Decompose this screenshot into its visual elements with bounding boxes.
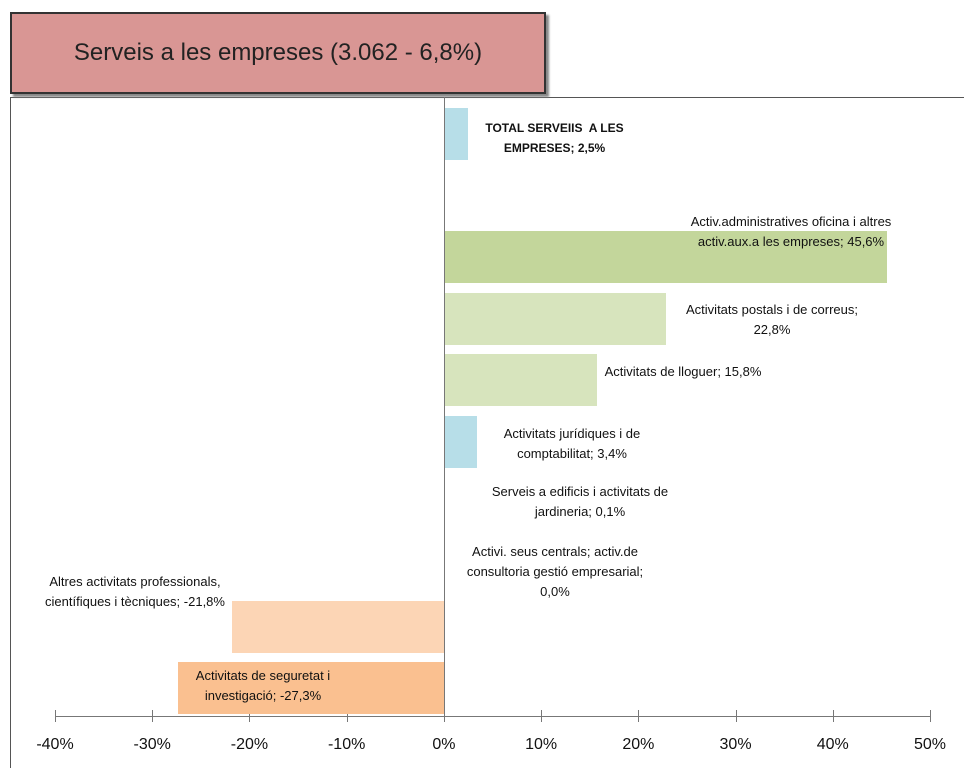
- tick-mark: [249, 710, 251, 722]
- data-label: Activitats de lloguer; 15,8%: [604, 364, 762, 379]
- tick-mark: [930, 710, 931, 722]
- bar: [231, 600, 444, 653]
- data-label: Activitats de seguretat i investigació; …: [195, 668, 334, 703]
- x-tick-label: -30%: [133, 736, 171, 753]
- bar: [443, 416, 477, 468]
- data-label: Serveis a edificis i activitats de jardi…: [491, 484, 672, 519]
- x-tick-label: -10%: [327, 736, 366, 753]
- x-tick-label: 10%: [525, 736, 558, 753]
- data-label: Activitats jurídiques i de comptabilitat…: [503, 426, 644, 461]
- plot-frame: [10, 97, 964, 768]
- tick-mark: [152, 710, 154, 722]
- data-label: Altres activitats professionals, científ…: [45, 574, 225, 609]
- tick-mark: [346, 710, 348, 722]
- data-label: Activitats postals i de correus; 22,8%: [686, 302, 862, 337]
- bar: [443, 108, 469, 160]
- x-tick-label: 30%: [719, 736, 752, 753]
- tick-mark: [541, 710, 543, 722]
- x-tick-label: 20%: [622, 736, 655, 753]
- bar: [178, 662, 444, 715]
- bar: [443, 292, 666, 345]
- tick-mark: [735, 710, 737, 722]
- bar: [443, 354, 598, 407]
- x-tick-label: -40%: [36, 736, 74, 753]
- tick-mark: [443, 710, 445, 722]
- tick-mark: [55, 710, 56, 722]
- x-axis: [55, 716, 930, 717]
- chart-title: Serveis a les empreses (3.062 - 6,8%): [10, 12, 546, 94]
- x-tick-label: 40%: [816, 736, 849, 753]
- data-label: Activi. seus centrals; activ.de consulto…: [466, 544, 647, 599]
- tick-mark: [638, 710, 640, 722]
- tick-mark: [832, 710, 834, 722]
- data-label: Activ.administratives oficina i altres a…: [690, 214, 895, 249]
- bar: [443, 231, 888, 284]
- x-tick-label: 50%: [913, 736, 947, 753]
- x-tick-label: 0%: [432, 736, 456, 753]
- data-label: TOTAL SERVEIIS A LES EMPRESES; 2,5%: [485, 121, 627, 155]
- x-tick-label: -20%: [230, 736, 269, 753]
- zero-line: [443, 97, 445, 716]
